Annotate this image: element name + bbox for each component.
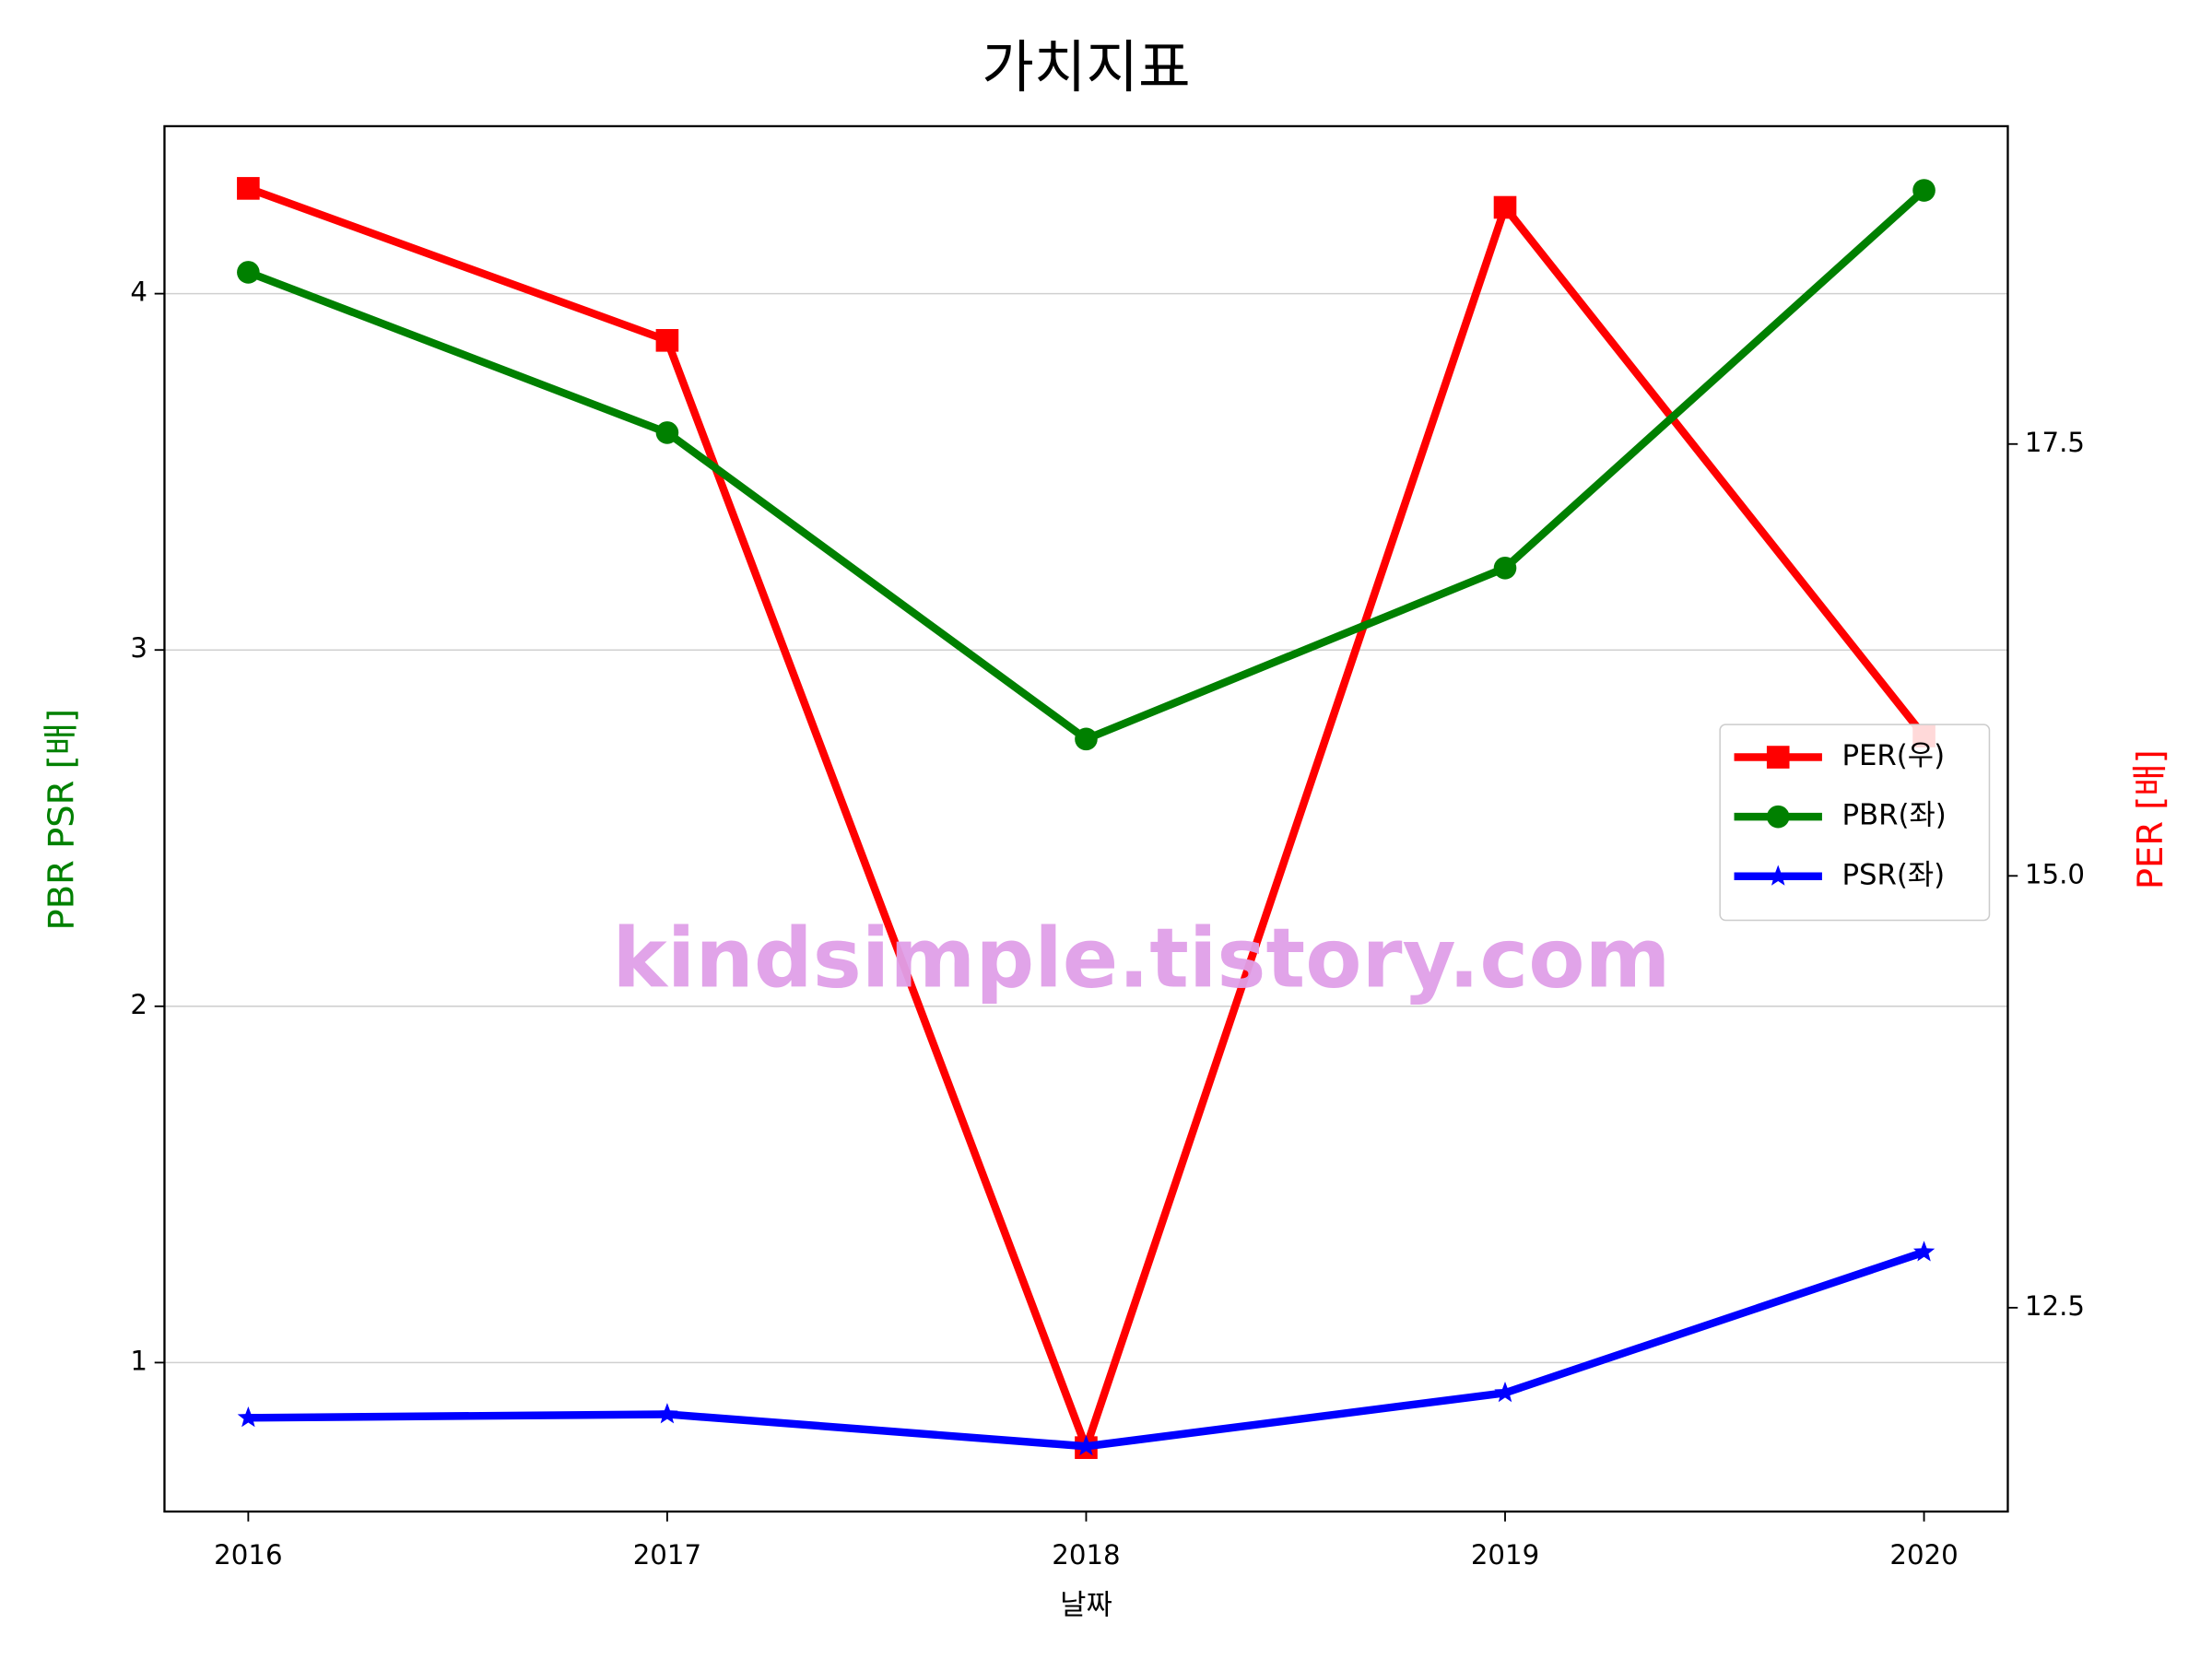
x-tick-label: 2018 (1052, 1539, 1120, 1571)
marker (1494, 1381, 1516, 1403)
y2-axis-label: PER [배] (2130, 749, 2171, 889)
y-tick-label: 1 (130, 1345, 147, 1376)
marker (237, 1406, 260, 1428)
chart-title: 가치지표 (982, 34, 1190, 100)
watermark: kindsimple.tistory.com (612, 912, 1670, 1007)
y-tick-label: 3 (130, 632, 147, 664)
marker (1075, 727, 1098, 751)
legend-box (1719, 724, 1991, 922)
legend-label: PER(우) (1841, 739, 1945, 772)
axes-frame (163, 124, 2009, 1513)
x-tick-label: 2019 (1471, 1539, 1539, 1571)
marker (237, 261, 260, 284)
x-tick-label: 2016 (214, 1539, 282, 1571)
y2-tick-label: 15.0 (2025, 858, 2085, 889)
legend-marker (1766, 746, 1790, 769)
x-tick-label: 2017 (633, 1539, 701, 1571)
marker (655, 329, 679, 352)
y-tick-label: 2 (130, 989, 147, 1020)
y-axis-label: PBR PSR [배] (41, 709, 83, 930)
plot-area: 1 2 3 4 12.5 15.0 17.5 2016 2017 2018 2019 2020 (130, 177, 2085, 1571)
marker (1075, 1434, 1098, 1456)
marker (1912, 1241, 1936, 1262)
marker (656, 1403, 678, 1424)
marker (1912, 179, 1936, 202)
marker (655, 421, 679, 444)
y2-tick-label: 12.5 (2025, 1290, 2085, 1322)
x-axis-label: 날짜 (1060, 1589, 1112, 1622)
marker (1493, 195, 1517, 219)
legend-label: PSR(좌) (1841, 858, 1945, 891)
y-tick-label: 4 (130, 276, 147, 308)
marker (237, 177, 260, 200)
legend: PER(우) PBR(좌) PSR(좌) (1719, 724, 1991, 922)
y2-tick-label: 17.5 (2025, 427, 2085, 458)
legend-marker (1766, 805, 1790, 829)
legend-label: PBR(좌) (1841, 799, 1946, 832)
x-tick-label: 2020 (1889, 1539, 1958, 1571)
legend-marker (1767, 865, 1789, 886)
marker (1493, 556, 1517, 580)
